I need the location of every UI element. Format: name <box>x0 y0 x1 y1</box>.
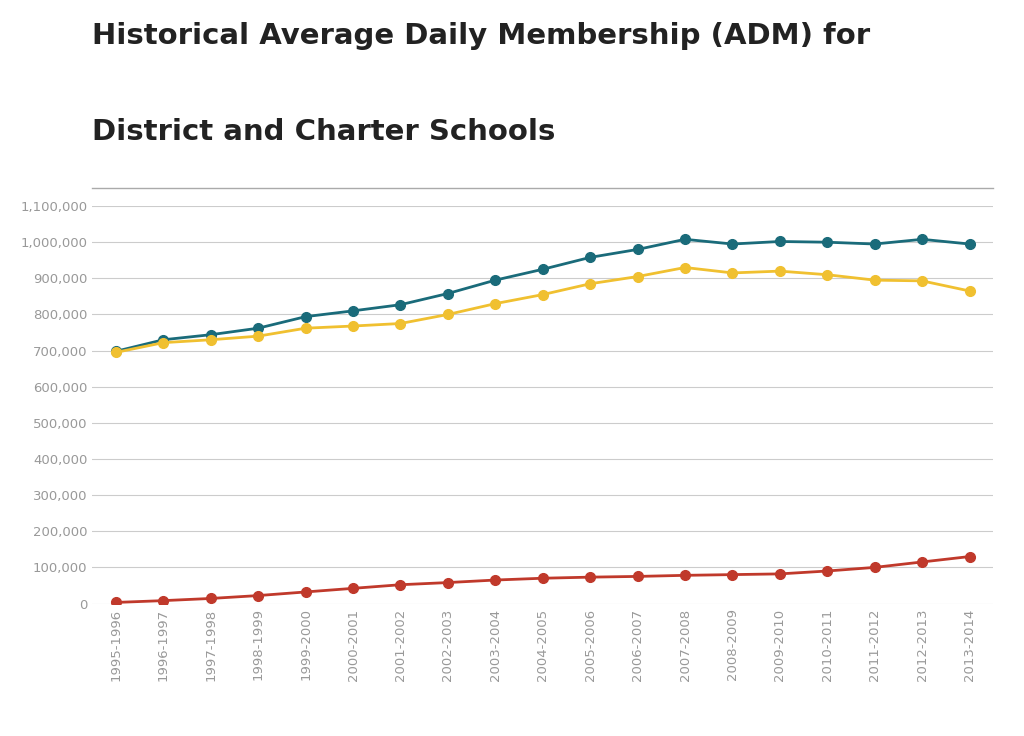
Text: Historical Average Daily Membership (ADM) for: Historical Average Daily Membership (ADM… <box>92 22 870 50</box>
Legend: Districts, Charter Schools, Total: Districts, Charter Schools, Total <box>310 731 775 736</box>
Text: District and Charter Schools: District and Charter Schools <box>92 118 556 146</box>
